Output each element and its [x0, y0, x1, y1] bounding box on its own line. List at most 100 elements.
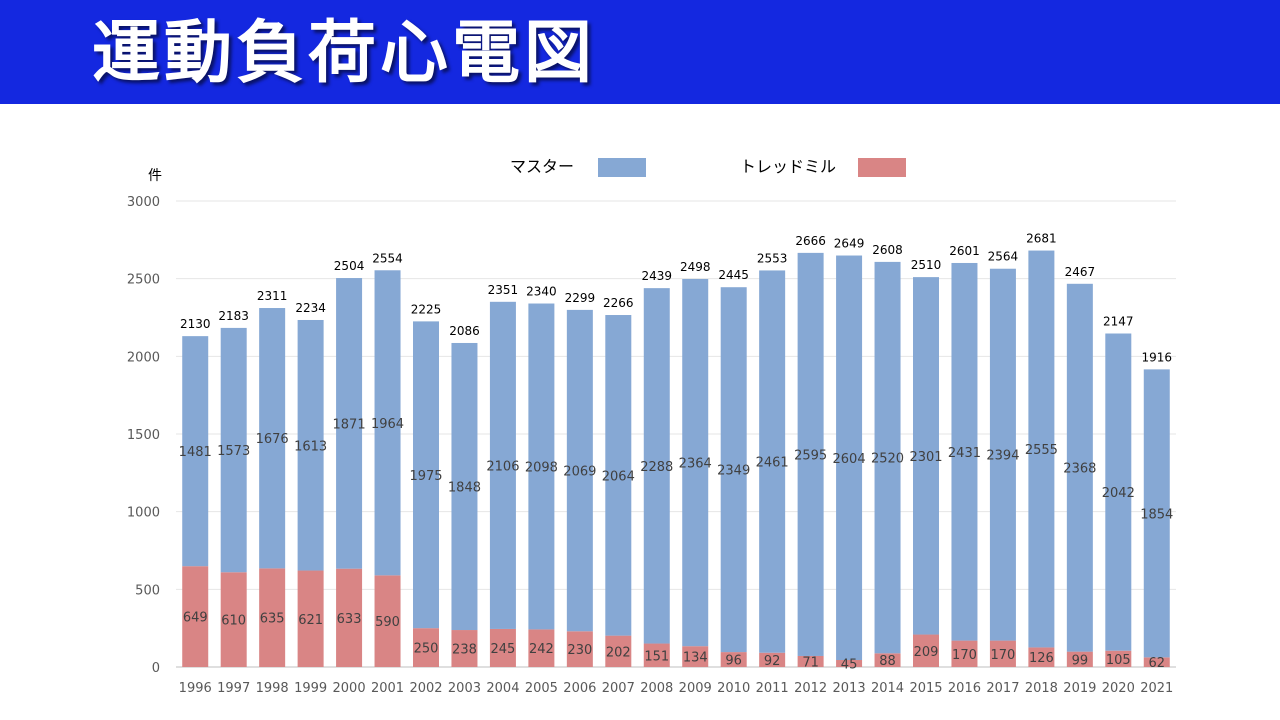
bar-treadmill-1998 [259, 568, 286, 667]
bar-master-2020 [1105, 333, 1132, 651]
label-total-2008: 2439 [641, 269, 672, 283]
label-total-2010: 2445 [718, 268, 749, 282]
label-treadmill-2004: 245 [491, 642, 516, 657]
bar-treadmill-2002 [413, 628, 439, 667]
y-axis: 0 500 1000 1500 2000 2500 3000 [127, 195, 160, 676]
bar-master-2017 [989, 268, 1016, 641]
label-master-2020: 2042 [1102, 486, 1135, 501]
label-master-2003: 1848 [448, 481, 481, 496]
y-tick-label: 2500 [127, 273, 160, 288]
label-master-2013: 2604 [833, 452, 866, 467]
label-total-1998: 2311 [257, 289, 288, 303]
x-tick-label: 2010 [717, 681, 750, 696]
label-total-1999: 2234 [295, 301, 326, 315]
x-tick-label: 2018 [1025, 681, 1058, 696]
label-master-2001: 1964 [371, 417, 404, 432]
bars [182, 250, 1170, 667]
label-master-2012: 2595 [794, 448, 827, 463]
bar-treadmill-2006 [566, 631, 593, 667]
bar-master-2011 [759, 270, 786, 653]
y-tick-label: 1000 [127, 506, 160, 521]
bar-treadmill-2019 [1066, 651, 1093, 667]
y-tick-label: 500 [135, 583, 160, 598]
label-total-2009: 2498 [680, 260, 711, 274]
x-tick-label: 1996 [179, 681, 212, 696]
label-total-2007: 2266 [603, 296, 634, 310]
label-master-2018: 2555 [1025, 443, 1058, 458]
bar-master-2018 [1028, 250, 1055, 648]
label-treadmill-1999: 621 [298, 613, 323, 628]
bar-treadmill-2018 [1028, 647, 1055, 667]
label-master-2011: 2461 [756, 456, 789, 471]
x-tick-label: 2012 [794, 681, 827, 696]
y-axis-unit-label: 件 [148, 168, 162, 184]
label-master-1999: 1613 [294, 439, 327, 454]
label-total-2003: 2086 [449, 324, 480, 338]
bar-treadmill-2011 [759, 652, 786, 667]
legend-swatch-1 [858, 158, 906, 177]
label-treadmill-2006: 230 [567, 643, 592, 658]
bar-treadmill-2017 [989, 640, 1016, 667]
y-tick-label: 2000 [127, 350, 160, 365]
label-treadmill-2021: 62 [1148, 656, 1165, 671]
label-total-2013: 2649 [834, 237, 865, 251]
bar-treadmill-2020 [1105, 650, 1132, 667]
label-total-2004: 2351 [488, 283, 519, 297]
label-treadmill-2012: 71 [802, 655, 819, 670]
label-treadmill-2002: 250 [414, 642, 439, 657]
x-axis: 1996 1997 1998 1999 2000 2001 2002 2003 2004 2005… [179, 681, 1174, 696]
data-labels: 649 1481 2130 610 1573 2183 635 1676 2311 621 1613… [179, 232, 1174, 673]
page-title: 運動負荷心電図 [92, 14, 597, 93]
label-total-2019: 2467 [1065, 265, 1096, 279]
legend-swatch-0 [598, 158, 646, 177]
x-tick-label: 2009 [679, 681, 712, 696]
x-tick-label: 2003 [448, 681, 481, 696]
bar-treadmill-2000 [336, 568, 363, 667]
label-master-2007: 2064 [602, 469, 635, 484]
bar-master-2010 [720, 287, 747, 653]
x-tick-label: 2017 [986, 681, 1019, 696]
bar-treadmill-2010 [720, 652, 747, 667]
bar-master-1999 [297, 319, 324, 571]
bar-master-2015 [913, 277, 939, 635]
gridlines [176, 200, 1176, 668]
bar-master-1996 [182, 336, 209, 567]
x-tick-label: 2021 [1140, 681, 1173, 696]
bar-master-2002 [413, 321, 439, 629]
bar-master-2012 [797, 252, 824, 656]
label-master-2004: 2106 [486, 459, 519, 474]
x-tick-label: 2015 [909, 681, 942, 696]
bar-master-2008 [643, 288, 670, 644]
legend-label-0: マスター [510, 157, 574, 176]
label-total-2016: 2601 [949, 244, 980, 258]
x-tick-label: 2000 [333, 681, 366, 696]
bar-treadmill-2021 [1143, 657, 1170, 667]
label-total-2006: 2299 [565, 291, 596, 305]
bar-treadmill-2012 [797, 655, 824, 667]
bar-master-1998 [259, 308, 286, 569]
bar-master-2014 [874, 261, 901, 654]
label-treadmill-2000: 633 [337, 612, 362, 627]
label-master-2009: 2364 [679, 457, 712, 472]
bar-treadmill-2009 [682, 646, 709, 667]
x-tick-label: 2013 [833, 681, 866, 696]
label-total-2005: 2340 [526, 285, 557, 299]
bar-treadmill-2001 [374, 575, 401, 667]
stacked-bar-chart: 0 500 1000 1500 2000 2500 3000 649 1481 2130 610 1… [127, 157, 1176, 696]
bar-master-2021 [1143, 369, 1170, 658]
label-treadmill-1998: 635 [260, 612, 285, 627]
bar-treadmill-2003 [451, 630, 478, 667]
x-tick-label: 2007 [602, 681, 635, 696]
bar-master-2019 [1066, 283, 1093, 652]
bar-treadmill-1996 [182, 566, 209, 667]
bar-master-2013 [836, 255, 863, 661]
legend-label-1: トレッドミル [740, 157, 836, 176]
y-tick-label: 0 [152, 661, 160, 676]
x-tick-label: 2020 [1102, 681, 1135, 696]
label-treadmill-2017: 170 [991, 648, 1016, 663]
x-tick-label: 1998 [256, 681, 289, 696]
label-total-2001: 2554 [372, 251, 403, 265]
x-tick-label: 1999 [294, 681, 327, 696]
x-tick-label: 2008 [640, 681, 673, 696]
x-tick-label: 2004 [486, 681, 519, 696]
